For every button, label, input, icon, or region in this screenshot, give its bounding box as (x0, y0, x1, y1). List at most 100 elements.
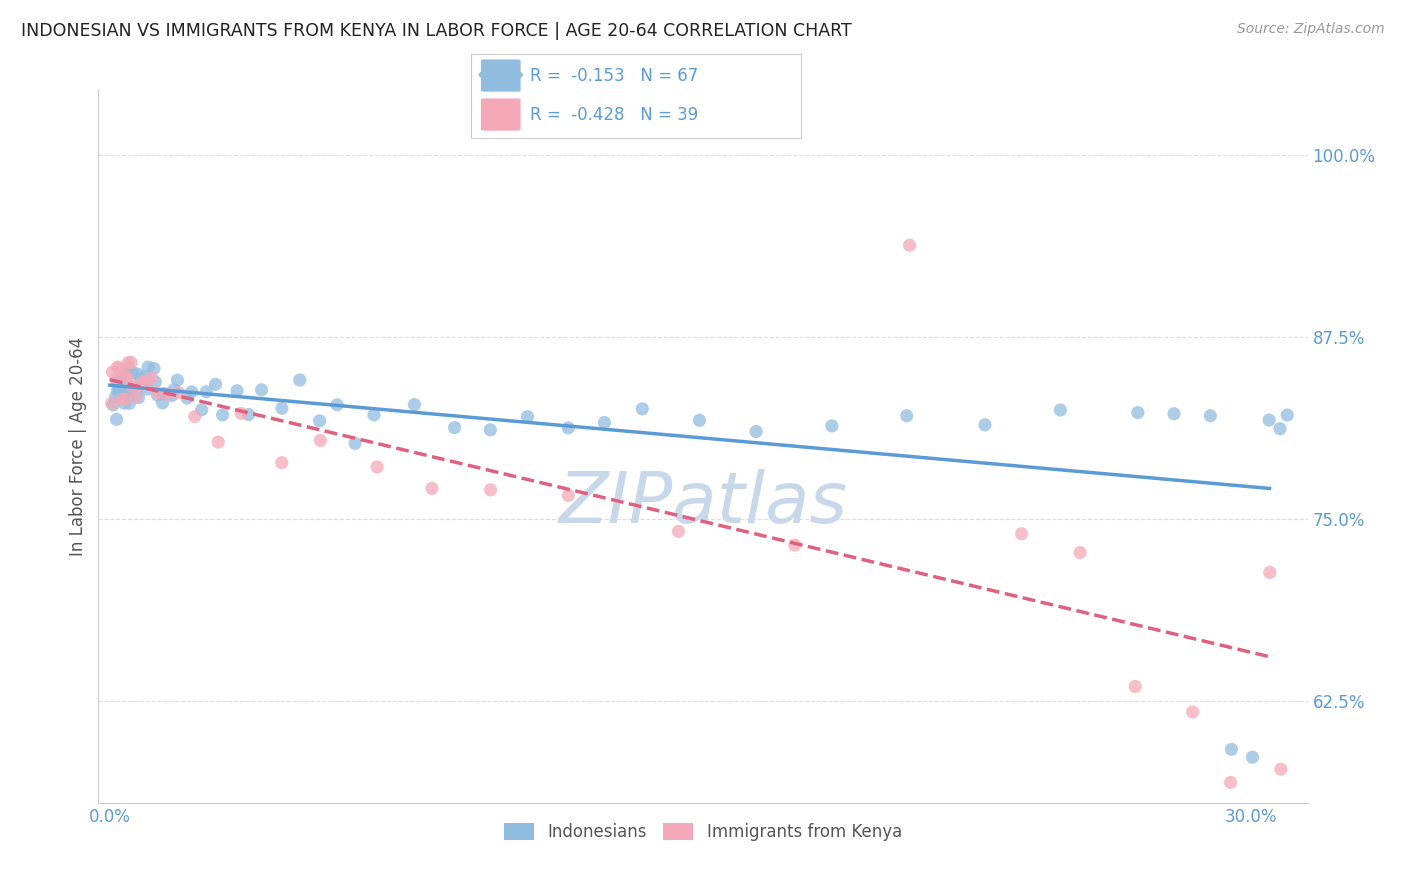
Point (145, 375, 167, 389)
Point (1049, 403, 1071, 417)
Point (128, 391, 150, 405)
Text: INDONESIAN VS IMMIGRANTS FROM KENYA IN LABOR FORCE | AGE 20-64 CORRELATION CHART: INDONESIAN VS IMMIGRANTS FROM KENYA IN L… (21, 22, 852, 40)
Point (115, 376, 138, 390)
Point (111, 392, 134, 407)
Point (114, 392, 136, 407)
Point (1277, 408, 1299, 422)
Point (557, 421, 579, 435)
Point (288, 373, 311, 387)
Point (121, 380, 143, 394)
Point (152, 396, 174, 410)
Point (1181, 705, 1204, 719)
Point (125, 390, 148, 404)
Point (163, 383, 186, 397)
Point (100, 396, 122, 410)
Point (420, 482, 443, 496)
Point (143, 361, 166, 376)
Legend: Indonesians, Immigrants from Kenya: Indonesians, Immigrants from Kenya (498, 816, 908, 848)
Point (110, 365, 132, 379)
Point (160, 388, 183, 402)
Point (1258, 566, 1281, 580)
Point (326, 398, 349, 412)
FancyBboxPatch shape (481, 60, 520, 92)
Point (101, 398, 124, 412)
Point (1126, 406, 1149, 420)
Point (974, 417, 997, 432)
Y-axis label: In Labor Force | Age 20-64: In Labor Force | Age 20-64 (69, 336, 87, 556)
Point (110, 368, 132, 383)
Point (190, 402, 212, 417)
Point (363, 408, 385, 422)
Point (108, 361, 131, 376)
Point (104, 372, 127, 386)
Point (1199, 409, 1222, 423)
Point (117, 390, 139, 404)
Point (117, 371, 139, 385)
Point (146, 385, 169, 400)
Point (516, 409, 538, 424)
Point (128, 378, 150, 392)
Point (120, 355, 142, 369)
Point (120, 384, 142, 399)
Point (107, 375, 129, 389)
Point (344, 436, 367, 450)
Point (121, 366, 143, 380)
Point (1011, 526, 1033, 541)
Point (745, 425, 768, 439)
Circle shape (479, 70, 522, 80)
Point (141, 371, 163, 385)
Point (1220, 742, 1243, 756)
Point (1258, 413, 1281, 427)
Point (112, 396, 135, 410)
Point (1069, 546, 1091, 560)
Point (1241, 750, 1264, 764)
Point (211, 408, 233, 422)
Point (107, 384, 129, 398)
Point (557, 488, 579, 502)
Point (153, 386, 176, 401)
Point (270, 456, 292, 470)
Point (896, 409, 918, 423)
Point (125, 383, 148, 397)
Point (1219, 775, 1241, 789)
Point (308, 414, 330, 428)
Point (183, 409, 205, 424)
Point (783, 538, 806, 552)
Point (114, 385, 136, 400)
Point (104, 390, 127, 404)
Text: Source: ZipAtlas.com: Source: ZipAtlas.com (1237, 22, 1385, 37)
Point (404, 398, 426, 412)
Point (132, 375, 155, 389)
Point (176, 391, 198, 405)
Point (1268, 422, 1291, 436)
Text: R =  -0.153   N = 67: R = -0.153 N = 67 (530, 67, 699, 85)
Point (226, 384, 249, 398)
Point (125, 367, 148, 381)
Point (689, 413, 711, 427)
Point (250, 383, 273, 397)
Point (146, 388, 169, 402)
Point (898, 238, 921, 252)
Point (105, 412, 128, 426)
Point (136, 360, 159, 375)
Point (135, 376, 157, 390)
Point (129, 371, 152, 385)
Text: R =  -0.428   N = 39: R = -0.428 N = 39 (530, 105, 699, 123)
Point (631, 401, 654, 416)
Point (821, 418, 844, 433)
Point (112, 368, 135, 382)
Point (479, 483, 502, 497)
Point (443, 420, 465, 434)
Point (204, 377, 226, 392)
Point (135, 369, 157, 384)
Point (1270, 762, 1292, 776)
Point (180, 384, 202, 399)
Point (366, 459, 388, 474)
Point (1163, 407, 1185, 421)
Point (231, 406, 253, 420)
Point (107, 359, 129, 374)
Point (1123, 680, 1146, 694)
Point (238, 408, 260, 422)
Point (117, 355, 139, 369)
Point (668, 524, 690, 539)
